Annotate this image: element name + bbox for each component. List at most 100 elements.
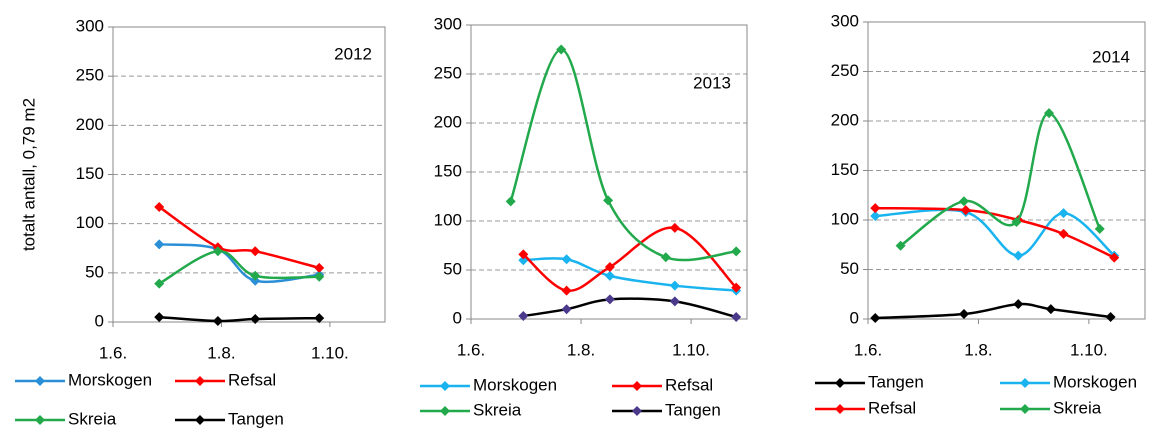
legend-marker [835,404,845,414]
marker [212,246,223,257]
marker [1094,223,1105,234]
marker [603,195,614,206]
marker [505,196,516,207]
series-line [159,243,320,284]
y-tick-label: 50 [443,259,462,278]
series-line [875,206,1115,259]
marker [561,254,572,265]
plot-border [470,24,748,320]
marker [1058,228,1069,239]
x-tick-label: 1.8. [567,340,595,359]
marker [518,311,529,322]
legend-label: Refsal [868,398,916,417]
y-tick-label: 100 [831,209,859,228]
marker [870,203,881,214]
y-tick-label: 200 [831,110,859,129]
marker [1011,216,1022,227]
legend-label: Refsal [228,370,276,389]
marker [870,313,881,324]
legend-label: Morskogen [1053,372,1137,391]
annotation: 2012 [334,44,372,63]
marker [1109,252,1120,263]
marker [314,271,325,282]
x-tick-label: 1.10. [311,343,349,362]
y-tick-label: 100 [76,213,104,232]
legend-label: Tangen [665,400,721,419]
legend-label: Skreia [473,400,522,419]
marker [154,278,165,289]
legend-label: Tangen [228,409,284,428]
y-axis-label: totalt antall, 0,79 m2 [19,98,38,251]
y-tick-label: 300 [76,16,104,35]
marker [561,285,572,296]
x-tick-label: 1.6. [99,343,127,362]
y-tick-label: 250 [831,61,859,80]
series-line [522,226,738,292]
marker [870,211,881,222]
y-tick-label: 50 [85,262,104,281]
series-line [158,249,320,285]
marker [314,313,325,324]
y-tick-label: 250 [76,66,104,85]
series-line [159,315,320,323]
marker [1058,208,1069,219]
legend-label: Tangen [868,372,924,391]
y-tick-label: 150 [831,160,859,179]
marker [669,280,680,291]
legend-marker [35,415,45,425]
y-tick-label: 200 [76,115,104,134]
marker [731,246,742,257]
x-tick-label: 1.8. [207,343,235,362]
legend-label: Refsal [665,375,713,394]
marker [731,282,742,293]
marker [669,222,680,233]
legend-marker [195,415,205,425]
series-line [509,48,737,262]
x-tick-label: 1.6. [457,340,485,359]
marker [958,309,969,320]
legend-marker [440,406,450,416]
legend-marker [632,406,642,416]
marker [250,246,261,257]
marker [314,262,325,273]
marker [518,249,529,260]
plot-border [112,26,386,323]
marker [1105,312,1116,323]
series-line [875,302,1111,320]
x-tick-label: 1.6. [854,340,882,359]
legend-marker [440,381,450,391]
y-tick-label: 150 [76,164,104,183]
legend-label: Morskogen [473,375,557,394]
legend-label: Morskogen [68,370,152,389]
y-tick-label: 0 [453,308,462,327]
marker [154,239,165,250]
y-tick-label: 200 [434,112,462,131]
legend-marker [195,376,205,386]
legend-marker [1020,378,1030,388]
x-tick-label: 1.10. [1070,340,1108,359]
legend-marker [35,376,45,386]
marker [960,205,971,216]
marker [212,316,223,327]
y-tick-label: 250 [434,63,462,82]
legend-label: Skreia [1053,398,1102,417]
marker [604,294,615,305]
marker [895,240,906,251]
y-tick-label: 0 [95,311,104,330]
marker [669,296,680,307]
legend-marker [835,378,845,388]
series-line [523,297,737,319]
marker [556,44,567,55]
y-tick-label: 0 [850,308,859,327]
y-tick-label: 300 [434,14,462,33]
marker [1045,304,1056,315]
x-tick-label: 1.10. [672,340,710,359]
y-tick-label: 150 [434,161,462,180]
plot-border [867,21,1146,320]
marker [154,201,165,212]
legend-marker [1020,404,1030,414]
marker [1013,299,1024,310]
y-tick-label: 50 [840,259,859,278]
marker [250,270,261,281]
